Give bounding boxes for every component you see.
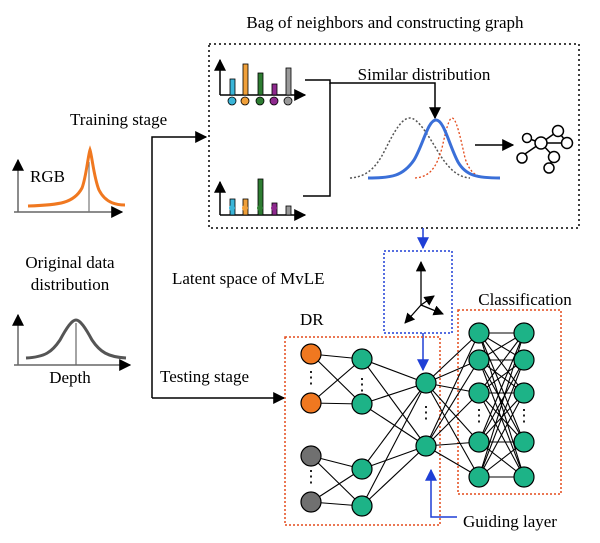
graph-icon (516, 124, 574, 174)
network-node-input-bottom-2 (300, 491, 322, 513)
bag-of-neighbors-box (208, 43, 580, 229)
network-edge (425, 332, 480, 384)
network-edge (478, 359, 525, 443)
network-edge (425, 392, 480, 447)
latent-axes-icon (404, 260, 444, 324)
distribution-label: distribution (31, 275, 110, 294)
network-edge (361, 445, 427, 507)
network-edge (361, 382, 427, 507)
input-ellipsis-1: ⋮ (303, 368, 320, 387)
histogram-1-connector (305, 79, 441, 120)
network-node-guiding-2 (415, 435, 437, 457)
dr-box (284, 336, 441, 526)
network-edge (361, 403, 427, 447)
hidden-ellipsis: ⋮ (354, 375, 371, 394)
guiding-layer-pointer (425, 468, 457, 518)
network-node-class-2-5 (513, 466, 535, 488)
network-node-hidden-1-1 (351, 348, 373, 370)
network-node-class-1-4 (468, 431, 490, 453)
network-edge (361, 382, 427, 470)
guiding-ellipsis: ⋮ (418, 403, 435, 422)
network-node-class-2-1 (513, 322, 535, 344)
network-node-hidden-1-4 (351, 495, 373, 517)
depth-gaussian-curve (25, 318, 127, 360)
network-node-input-bottom-1 (300, 445, 322, 467)
classification-box (457, 309, 562, 495)
class-ellipsis-2: ⋮ (516, 406, 533, 425)
network-node-hidden-1-3 (351, 458, 373, 480)
network-edge (361, 358, 427, 447)
guiding-layer-label: Guiding layer (463, 512, 557, 531)
network-edge (478, 332, 525, 443)
similar-distribution-curves (349, 117, 501, 180)
training-stage-arrow (151, 131, 208, 398)
neighbor-histogram-2 (214, 178, 307, 221)
network-node-guiding-1 (415, 372, 437, 394)
network-node-class-2-2 (513, 349, 535, 371)
network-edge (425, 382, 480, 443)
classification-label: Classification (478, 290, 572, 309)
depth-label: Depth (49, 368, 91, 387)
rgb-label: RGB (30, 167, 65, 186)
network-node-class-1-3 (468, 382, 490, 404)
class-ellipsis-1: ⋮ (471, 406, 488, 425)
depth-distribution-plot (12, 313, 132, 371)
latent-space-box (383, 250, 453, 334)
network-edge (361, 445, 427, 470)
network-node-hidden-1-2 (351, 393, 373, 415)
network-edge (478, 332, 525, 394)
network-edge (310, 358, 363, 404)
network-node-class-2-3 (513, 382, 535, 404)
network-edge (310, 455, 363, 507)
network-node-class-1-1 (468, 322, 490, 344)
network-edge (361, 358, 427, 384)
bag-title: Bag of neighbors and constructing graph (246, 13, 524, 32)
similar-distribution-label: Similar distribution (358, 65, 491, 84)
training-stage-label: Training stage (70, 110, 167, 129)
network-edge (478, 359, 525, 478)
network-edge (425, 332, 480, 447)
histogram-2-connector (303, 83, 331, 197)
network-nodes (300, 322, 535, 517)
original-data-label: Original data (25, 253, 115, 272)
network-edge (425, 382, 480, 478)
rgb-distribution-plot (12, 145, 126, 218)
rgb-peak-curve (27, 145, 126, 208)
testing-stage-label: Testing stage (160, 367, 249, 386)
network-edge (478, 392, 525, 478)
network-node-input-top-2 (300, 392, 322, 414)
input-ellipsis-2: ⋮ (303, 467, 320, 486)
neighbor-histogram-1 (214, 58, 307, 106)
network-edge (310, 353, 363, 405)
network-node-class-1-5 (468, 466, 490, 488)
network-node-class-2-4 (513, 431, 535, 453)
dr-label: DR (300, 310, 324, 329)
latent-space-label: Latent space of MvLE (172, 269, 324, 288)
network-node-input-top-1 (300, 343, 322, 365)
network-edge (425, 359, 480, 447)
network-node-class-1-2 (468, 349, 490, 371)
network-edge (361, 382, 427, 405)
